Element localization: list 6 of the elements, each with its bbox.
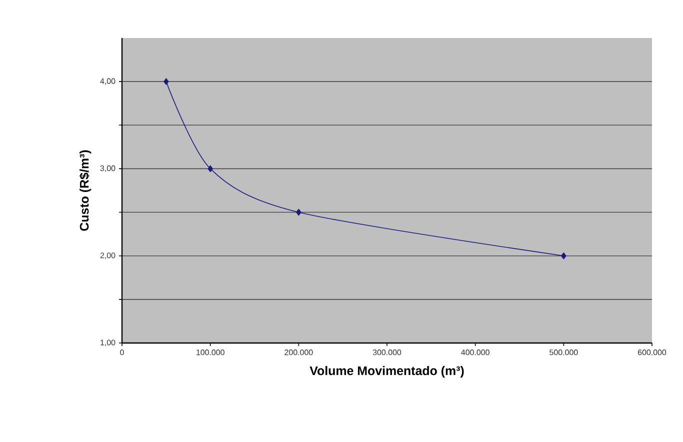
y-axis-title: Custo (R$/m³) bbox=[79, 150, 92, 231]
point bbox=[296, 208, 302, 216]
point bbox=[208, 165, 213, 172]
x-axis-title: Volume Movimentado (m³) bbox=[310, 366, 464, 378]
point bbox=[561, 252, 566, 260]
point bbox=[164, 78, 169, 85]
